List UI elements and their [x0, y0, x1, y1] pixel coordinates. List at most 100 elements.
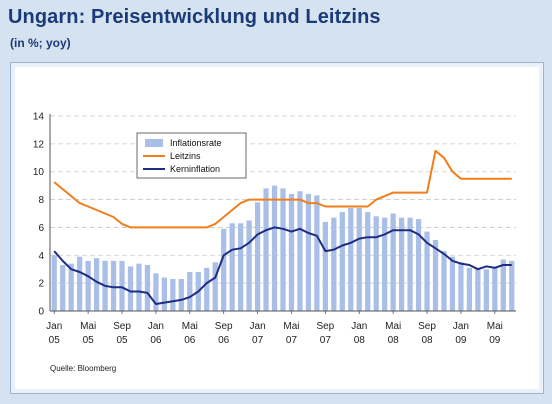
- x-tick-label-month: Mai: [80, 321, 96, 332]
- x-tick-label-year: 05: [49, 335, 61, 346]
- bar-inflationsrate: [492, 266, 498, 311]
- legend-label-leitzins: Leitzins: [170, 151, 201, 161]
- bar-inflationsrate: [322, 221, 328, 311]
- x-tick-label-month: Jan: [453, 321, 469, 332]
- y-tick-label: 4: [38, 251, 44, 262]
- bar-inflationsrate: [288, 194, 295, 311]
- legend: Inflationsrate Leitzins Kerninflation: [136, 132, 247, 179]
- bar-inflationsrate: [85, 260, 91, 311]
- bar-inflationsrate: [263, 188, 269, 311]
- source-note: Quelle: Bloomberg: [50, 364, 116, 373]
- bar-inflationsrate: [144, 265, 151, 311]
- bar-inflationsrate: [382, 217, 388, 311]
- x-tick-label-year: 05: [83, 335, 95, 346]
- bar-inflationsrate: [178, 278, 184, 311]
- line-leitzins: [53, 149, 512, 229]
- bar-inflationsrate: [93, 258, 100, 311]
- x-tick-label-month: Jan: [250, 321, 266, 332]
- legend-label-kerninflation: Kerninflation: [170, 164, 220, 174]
- bar-inflationsrate: [458, 262, 464, 311]
- bar-inflationsrate: [238, 223, 244, 311]
- bar-inflationsrate: [432, 239, 439, 311]
- bar-inflationsrate: [212, 262, 218, 311]
- bar-inflationsrate: [271, 185, 278, 311]
- bar-inflationsrate: [509, 260, 515, 311]
- bar-inflationsrate: [68, 263, 74, 311]
- x-tick-label-year: 09: [455, 335, 467, 346]
- bar-inflationsrate: [449, 256, 456, 311]
- x-tick-label-year: 06: [150, 335, 162, 346]
- x-tick-label-year: 07: [252, 335, 264, 346]
- bar-inflationsrate: [466, 267, 473, 311]
- bar-inflationsrate: [415, 219, 422, 311]
- x-tick-label-year: 08: [388, 335, 400, 346]
- y-tick-label: 8: [38, 195, 44, 206]
- bar-inflationsrate: [127, 266, 134, 311]
- chart-subtitle: (in %; yoy): [10, 36, 71, 50]
- bar-inflationsrate: [161, 277, 168, 311]
- bar-inflationsrate: [153, 273, 159, 311]
- chart-title: Ungarn: Preisentwicklung und Leitzins: [8, 6, 381, 28]
- x-tick-label-month: Mai: [283, 321, 299, 332]
- bar-inflationsrate: [229, 223, 235, 311]
- x-tick-label-year: 06: [184, 335, 196, 346]
- bar-inflationsrate: [51, 255, 57, 311]
- y-tick-label: 6: [38, 223, 44, 234]
- x-tick-label-year: 06: [218, 335, 230, 346]
- bar-inflationsrate: [280, 188, 286, 311]
- bar-inflationsrate: [136, 263, 142, 311]
- bar-series: [51, 185, 515, 311]
- bar-inflationsrate: [119, 260, 125, 311]
- y-tick-label: 10: [33, 167, 45, 178]
- bar-inflationsrate: [483, 269, 489, 311]
- bar-inflationsrate: [339, 212, 345, 311]
- y-tick-label: 14: [33, 112, 45, 123]
- line-series: [53, 149, 512, 305]
- bar-inflationsrate: [407, 217, 413, 311]
- bar-inflationsrate: [398, 217, 405, 311]
- bar-inflationsrate: [356, 207, 362, 311]
- bar-inflationsrate: [170, 278, 176, 311]
- x-tick-label-month: Mai: [182, 321, 198, 332]
- bar-inflationsrate: [187, 272, 193, 311]
- bar-inflationsrate: [77, 256, 83, 311]
- x-tick-label-month: Jan: [46, 321, 62, 332]
- bar-inflationsrate: [246, 220, 252, 311]
- bar-inflationsrate: [441, 251, 447, 311]
- y-tick-label: 2: [38, 279, 44, 290]
- bar-inflationsrate: [110, 260, 117, 311]
- x-tick-label-month: Sep: [418, 321, 436, 332]
- x-tick-label-month: Jan: [148, 321, 164, 332]
- x-tick-label-year: 05: [116, 335, 128, 346]
- y-tick-label: 12: [33, 139, 45, 150]
- bar-inflationsrate: [348, 207, 354, 311]
- line-kerninflation: [53, 226, 512, 305]
- x-tick-label-year: 08: [354, 335, 366, 346]
- x-tick-label-month: Sep: [215, 321, 233, 332]
- bar-inflationsrate: [365, 212, 371, 311]
- x-tick-label-year: 08: [421, 335, 433, 346]
- x-tick-label-year: 07: [286, 335, 298, 346]
- bar-inflationsrate: [254, 202, 261, 311]
- x-tick-label-year: 07: [320, 335, 332, 346]
- x-tick-label-month: Mai: [385, 321, 401, 332]
- bar-inflationsrate: [475, 267, 481, 311]
- legend-label-inflationsrate: Inflationsrate: [170, 138, 222, 148]
- legend-swatch-inflationsrate: [145, 139, 163, 147]
- bar-inflationsrate: [221, 228, 227, 311]
- x-tick-label-month: Mai: [487, 321, 503, 332]
- x-tick-label-month: Jan: [351, 321, 367, 332]
- y-tick-label: 0: [38, 307, 44, 318]
- axes: 0 2 4 6 8 10 12 14 Jan 05 Mai 05 Sep 05 Jan 06 Mai 06 Sep 0…: [33, 112, 516, 346]
- bar-inflationsrate: [297, 191, 303, 311]
- x-tick-label-year: 09: [489, 335, 501, 346]
- bar-inflationsrate: [305, 194, 312, 311]
- bar-inflationsrate: [331, 217, 337, 311]
- bar-inflationsrate: [424, 231, 430, 311]
- bar-inflationsrate: [500, 259, 506, 311]
- bar-inflationsrate: [60, 265, 66, 311]
- bar-inflationsrate: [390, 213, 396, 311]
- bar-inflationsrate: [204, 267, 210, 311]
- x-tick-label-month: Sep: [113, 321, 131, 332]
